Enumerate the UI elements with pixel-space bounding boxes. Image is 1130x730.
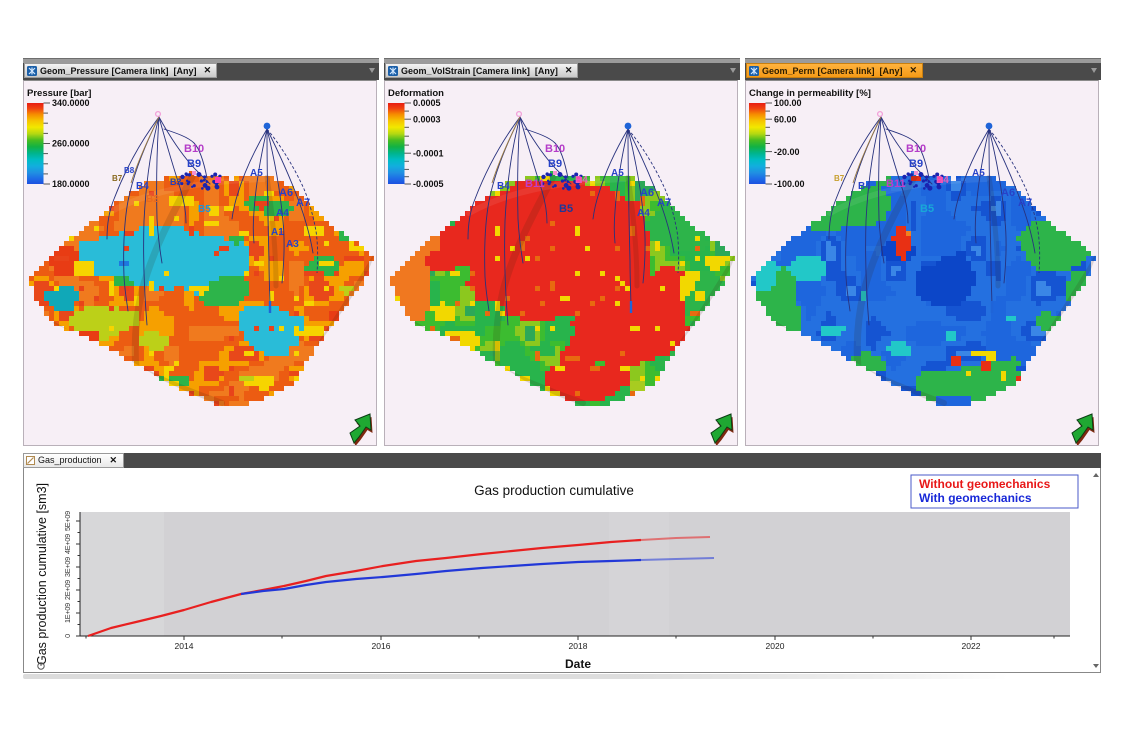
svg-text:2016: 2016: [372, 641, 391, 651]
svg-text:B10: B10: [545, 143, 565, 155]
svg-text:B7: B7: [834, 174, 845, 183]
svg-text:A5: A5: [611, 168, 624, 179]
svg-text:A6: A6: [1001, 187, 1015, 199]
svg-text:B7: B7: [112, 174, 123, 183]
svg-text:Gas production cumulative: Gas production cumulative: [474, 483, 634, 498]
svg-text:B10: B10: [906, 143, 926, 155]
svg-text:B4: B4: [136, 181, 149, 192]
svg-text:100.00: 100.00: [774, 98, 802, 108]
svg-text:-0.0001: -0.0001: [413, 148, 444, 158]
svg-text:260.0000: 260.0000: [52, 139, 90, 149]
svg-text:B5: B5: [920, 203, 934, 215]
svg-text:B8: B8: [124, 166, 135, 175]
svg-text:60.00: 60.00: [774, 114, 797, 124]
svg-text:4E+09: 4E+09: [63, 533, 72, 553]
svg-text:A4: A4: [276, 208, 289, 219]
svg-text:Without geomechanics: Without geomechanics: [919, 477, 1051, 491]
svg-text:2E+09: 2E+09: [63, 579, 72, 599]
svg-text:Deformation: Deformation: [388, 88, 444, 99]
svg-text:180.0000: 180.0000: [52, 179, 90, 189]
svg-text:A7: A7: [296, 197, 310, 209]
svg-text:2022: 2022: [962, 641, 981, 651]
svg-text:B5: B5: [559, 203, 573, 215]
svg-text:B9: B9: [187, 158, 201, 170]
svg-text:2020: 2020: [766, 641, 785, 651]
svg-text:B4: B4: [497, 181, 510, 192]
svg-text:5E+09: 5E+09: [63, 510, 72, 530]
svg-text:B9: B9: [909, 158, 923, 170]
svg-text:A5: A5: [250, 168, 263, 179]
svg-text:-100.00: -100.00: [774, 179, 805, 189]
svg-text:A6: A6: [640, 187, 654, 199]
svg-text:With geomechanics: With geomechanics: [919, 491, 1032, 505]
svg-text:0.0003: 0.0003: [413, 114, 441, 124]
svg-text:B5: B5: [198, 204, 211, 215]
svg-text:A1: A1: [271, 227, 284, 238]
svg-text:B11: B11: [886, 178, 906, 190]
svg-text:Change in permeability [%]: Change in permeability [%]: [749, 88, 871, 99]
svg-text:B10: B10: [184, 143, 204, 155]
svg-text:-20.00: -20.00: [774, 147, 800, 157]
svg-text:B4: B4: [575, 175, 588, 186]
svg-text:B11: B11: [525, 178, 545, 190]
svg-text:B4: B4: [858, 181, 871, 192]
svg-text:B2: B2: [146, 194, 159, 205]
svg-text:A6: A6: [279, 187, 293, 199]
svg-text:Date: Date: [565, 657, 591, 671]
svg-text:B4: B4: [936, 175, 949, 186]
svg-text:B9: B9: [548, 158, 562, 170]
svg-text:2014: 2014: [175, 641, 194, 651]
svg-text:340.0000: 340.0000: [52, 98, 90, 108]
svg-text:A3: A3: [286, 239, 299, 250]
svg-text:3E+09: 3E+09: [63, 556, 72, 576]
svg-text:A5: A5: [972, 168, 985, 179]
svg-text:0: 0: [63, 633, 72, 637]
svg-text:Pressure [bar]: Pressure [bar]: [27, 88, 91, 99]
svg-text:B3: B3: [170, 177, 182, 187]
svg-text:A7: A7: [657, 197, 671, 209]
svg-text:A7: A7: [1018, 197, 1032, 209]
svg-text:2018: 2018: [569, 641, 588, 651]
svg-text:0.0005: 0.0005: [413, 98, 441, 108]
svg-text:-0.0005: -0.0005: [413, 179, 444, 189]
svg-text:Gas production cumulative [sm3: Gas production cumulative [sm3]: [35, 482, 49, 664]
svg-text:1E+09: 1E+09: [63, 602, 72, 622]
svg-text:A4: A4: [637, 208, 650, 219]
